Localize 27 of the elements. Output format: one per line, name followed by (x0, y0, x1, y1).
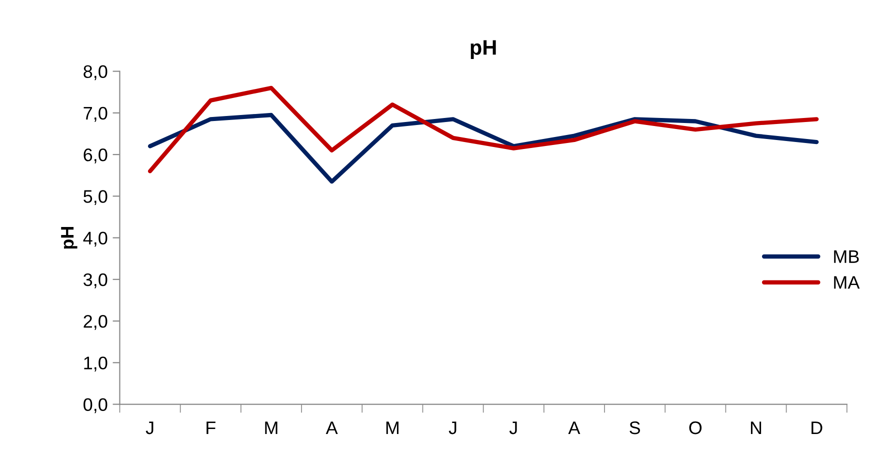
x-tick-label: A (568, 422, 580, 434)
legend-label: MB (834, 250, 859, 263)
line-series (148, 112, 819, 184)
x-tick-label: O (689, 421, 702, 434)
x-tick-label: M (386, 422, 398, 434)
y-tick-label: 2,0 (84, 314, 108, 330)
x-tick-label: D (812, 422, 822, 434)
y-tick-label: 0,0 (84, 398, 108, 414)
x-tick-label: M (265, 422, 278, 434)
y-tick-label: 4,0 (83, 232, 108, 247)
chart-title: pH (470, 40, 496, 59)
x-tick-label: S (630, 421, 640, 434)
x-tick-label: F (206, 422, 216, 434)
legend-label: MA (834, 276, 860, 289)
x-tick-label: J (509, 422, 517, 434)
y-tick-label: 5,0 (84, 190, 108, 206)
y-axis-title: pH (61, 226, 78, 249)
y-tick-label: 6,0 (84, 148, 108, 164)
y-tick-label: 3,0 (84, 273, 108, 288)
x-tick-label: J (146, 422, 154, 434)
line-series (148, 86, 819, 174)
x-tick-label: N (750, 422, 762, 434)
y-tick-label: 1,0 (84, 356, 108, 372)
x-tick-label: J (448, 422, 456, 434)
y-tick-label: 7,0 (84, 106, 108, 122)
y-tick-label: 8,0 (84, 65, 108, 80)
x-tick-label: A (326, 422, 338, 434)
